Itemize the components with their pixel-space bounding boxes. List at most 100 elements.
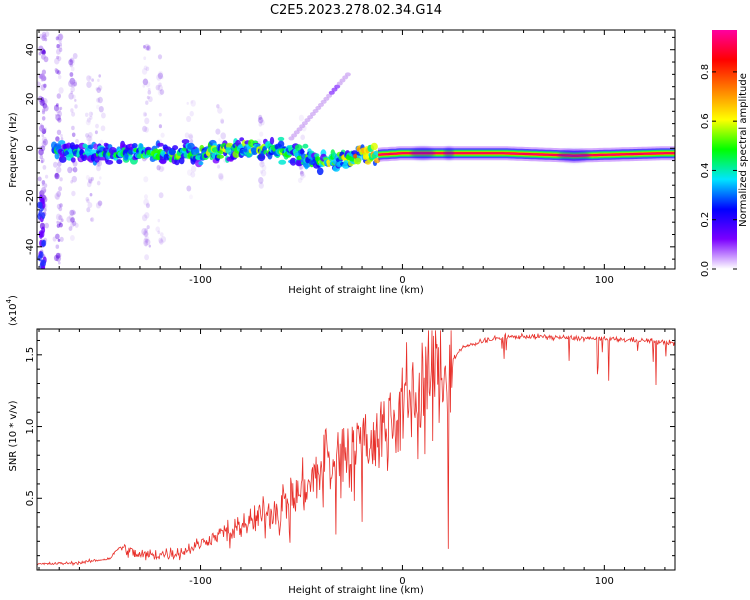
streak-point (318, 102, 324, 107)
noise-point (217, 164, 221, 169)
noise-point (259, 169, 264, 174)
y-tick-label: 0 (25, 145, 36, 151)
figure-title: C2E5.2023.278.02.34.G14 (270, 3, 442, 18)
noise-point (218, 173, 224, 180)
noise-point (97, 78, 100, 82)
noise-point (159, 239, 164, 245)
noise-point (146, 45, 150, 50)
noise-point (58, 87, 64, 94)
noise-point (158, 112, 162, 117)
band-point (179, 157, 185, 165)
noise-point (53, 104, 60, 112)
noise-point (220, 132, 226, 140)
noise-point (70, 108, 74, 113)
streak-point (328, 90, 335, 95)
noise-point (155, 226, 160, 232)
noise-point (38, 45, 44, 52)
noise-point (85, 175, 90, 180)
noise-point (145, 238, 149, 243)
noise-point (39, 125, 45, 132)
noise-point (43, 183, 48, 188)
noise-point (101, 112, 106, 119)
band-point (90, 149, 98, 154)
band-point (300, 148, 305, 155)
noise-point (56, 44, 60, 49)
snr-yscale-prefix: (x10 (8, 303, 19, 326)
spectrogram-axes-border (36, 29, 676, 270)
noise-point (71, 132, 76, 138)
noise-point (95, 202, 102, 209)
noise-point (44, 222, 49, 229)
noise-point (188, 134, 194, 141)
noise-point (40, 145, 46, 152)
noise-point (143, 45, 146, 49)
streak-point (301, 121, 308, 126)
noise-point (190, 100, 194, 104)
noise-point (43, 104, 49, 112)
noise-point (90, 112, 94, 116)
snr-panel: -100 0 100 0.5 1.0 1.5 Height of straight lin… (5, 295, 676, 596)
streak-point (309, 112, 316, 116)
noise-point (39, 99, 45, 106)
noise-point (99, 176, 102, 180)
noise-point (94, 130, 98, 135)
noise-point (42, 108, 46, 113)
noise-point (52, 236, 57, 242)
noise-point (56, 166, 62, 174)
noise-point (71, 167, 74, 171)
spectrogram-streak (288, 72, 351, 141)
noise-point (148, 96, 153, 103)
streak-point (334, 84, 341, 89)
noise-point (298, 114, 304, 122)
noise-point (144, 212, 150, 219)
noise-point (55, 244, 60, 249)
x-tick-label: -100 (189, 275, 212, 286)
noise-point (143, 176, 149, 183)
colorbar-label: Normalized spectral amplitude (738, 73, 749, 227)
noise-point (88, 178, 93, 184)
noise-point (73, 81, 78, 87)
noise-point (145, 66, 150, 72)
noise-point (87, 177, 93, 183)
noise-point (54, 172, 59, 178)
noise-point (215, 128, 221, 135)
colorbar-gradient (712, 30, 737, 269)
band-point (370, 142, 378, 151)
band-point (294, 144, 303, 152)
noise-point (69, 57, 75, 64)
noise-point (55, 69, 59, 74)
streak-point (296, 127, 303, 132)
noise-point (69, 217, 75, 224)
noise-point (55, 106, 61, 114)
noise-point (148, 244, 151, 248)
noise-point (158, 192, 164, 199)
noise-point (219, 175, 224, 182)
noise-point (58, 206, 63, 212)
noise-point (144, 117, 150, 125)
noise-point (89, 115, 93, 120)
noise-point (60, 218, 64, 222)
noise-point (72, 53, 78, 59)
noise-point (96, 165, 101, 172)
noise-point (68, 80, 74, 87)
noise-point (259, 160, 265, 168)
noise-point (86, 81, 92, 88)
noise-point (56, 48, 61, 55)
noise-point (69, 77, 76, 85)
snr-ticks: -100 0 100 0.5 1.0 1.5 (25, 329, 675, 587)
noise-point (86, 181, 92, 188)
band-point (198, 161, 204, 166)
noise-point (189, 194, 193, 200)
noise-point (85, 133, 89, 138)
noise-point (58, 186, 63, 192)
x-tick-label: 0 (399, 576, 405, 587)
noise-point (260, 119, 265, 126)
band-bulge (558, 149, 591, 162)
noise-point (56, 55, 60, 60)
noise-point (143, 56, 147, 60)
noise-point (147, 90, 152, 95)
spectrogram-panel: -100 0 100 -40 -20 0 20 40 Height of straight l… (8, 29, 676, 296)
band-point (216, 154, 224, 159)
noise-point (144, 126, 149, 133)
noise-point (98, 106, 104, 113)
